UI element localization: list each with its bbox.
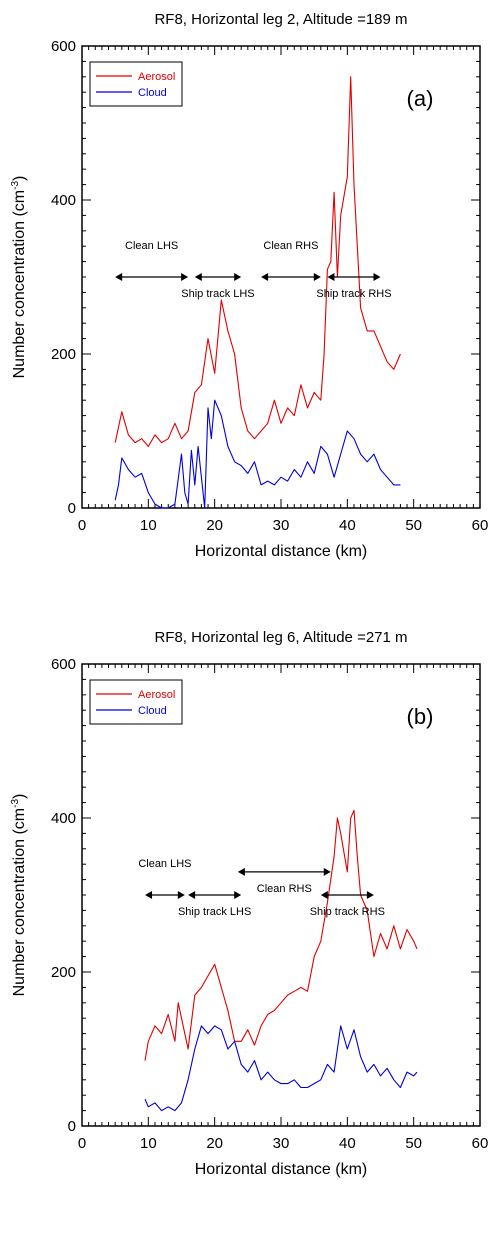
arrowhead-right-icon (323, 867, 331, 876)
series-line-cloud (144, 1025, 418, 1112)
x-axis-label: Horizontal distance (km) (195, 1161, 368, 1178)
arrowhead-right-icon (177, 891, 185, 899)
annotation-label: Ship track RHS (316, 288, 391, 300)
y-axis-label-close: ) (11, 176, 28, 181)
y-axis-label: Number concentration (cm-3) (10, 794, 28, 997)
y-axis-label-main: Number concentration (cm (11, 190, 28, 379)
chart-title: RF8, Horizontal leg 2, Altitude =189 m (154, 11, 407, 28)
annotation-arrow: Ship track RHS (310, 891, 385, 918)
annotation-label: Ship track LHS (178, 906, 251, 918)
arrowhead-left-icon (115, 273, 123, 281)
annotation-label: Ship track RHS (310, 906, 385, 918)
arrowhead-right-icon (234, 273, 242, 281)
plot-frame (81, 663, 481, 1127)
arrowhead-right-icon (366, 891, 374, 899)
x-tick-label: 30 (273, 1135, 290, 1152)
x-tick-label: 10 (140, 1135, 157, 1152)
annotation-label: Clean LHS (125, 240, 178, 252)
panel-label: (b) (407, 704, 434, 729)
arrowhead-left-icon (194, 273, 202, 281)
annotation-arrow: Ship track RHS (316, 273, 392, 300)
series-line-aerosol (114, 76, 401, 447)
arrowhead-left-icon (237, 867, 245, 876)
annotation-arrow: Clean RHS (237, 867, 331, 895)
arrowhead-left-icon (188, 891, 196, 899)
annotation-arrow: Clean LHS (115, 240, 189, 281)
chart-b: RF8, Horizontal leg 6, Altitude =271 m 0 1… (10, 629, 489, 1178)
chart-title: RF8, Horizontal leg 6, Altitude =271 m (154, 629, 407, 646)
x-tick-label: 40 (339, 1135, 356, 1152)
x-axis-label: Horizontal distance (km) (195, 543, 368, 560)
y-tick-label: 400 (51, 810, 76, 827)
x-tick-label: 0 (78, 517, 86, 534)
annotation-label: Clean RHS (257, 883, 312, 895)
x-tick-label: 10 (140, 517, 157, 534)
legend-entry: Aerosol (138, 689, 175, 701)
x-tick-label: 20 (206, 517, 223, 534)
arrowhead-right-icon (313, 273, 321, 281)
x-tick-label: 0 (78, 1135, 86, 1152)
y-axis-label-sup: -3 (10, 799, 21, 808)
legend: Aerosol Cloud (89, 679, 183, 725)
y-axis-label-close: ) (11, 794, 28, 799)
annotation-label: Clean RHS (263, 240, 318, 252)
panel-b: RF8, Horizontal leg 6, Altitude =271 m 0 1… (0, 618, 489, 1236)
y-tick-label: 200 (51, 964, 76, 981)
arrowhead-left-icon (145, 891, 153, 899)
arrowhead-right-icon (234, 891, 242, 899)
x-tick-label: 20 (206, 1135, 223, 1152)
x-tick-label: 60 (472, 517, 489, 534)
annotation-arrow: Clean LHS (138, 858, 192, 899)
panel-label: (a) (407, 86, 434, 111)
arrowhead-left-icon (327, 273, 335, 281)
y-axis-label-main: Number concentration (cm (11, 808, 28, 997)
legend-entry: Cloud (138, 705, 167, 717)
arrowhead-left-icon (320, 891, 328, 899)
y-tick-label: 600 (51, 38, 76, 55)
chart-a: RF8, Horizontal leg 2, Altitude =189 m 0 1… (10, 11, 489, 560)
legend-entry: Aerosol (138, 71, 175, 83)
arrowhead-right-icon (181, 273, 189, 281)
x-tick-label: 40 (339, 517, 356, 534)
annotation-arrow: Clean RHS (261, 240, 321, 281)
legend-entry: Cloud (138, 87, 167, 99)
annotation-arrow: Ship track LHS (178, 891, 251, 918)
y-tick-label: 0 (68, 1118, 76, 1135)
legend: Aerosol Cloud (89, 61, 183, 107)
x-tick-label: 30 (273, 517, 290, 534)
y-tick-label: 200 (51, 346, 76, 363)
x-tick-label: 50 (405, 1135, 422, 1152)
annotation-label: Clean LHS (138, 858, 191, 870)
series-line-aerosol (144, 809, 418, 1061)
y-tick-label: 600 (51, 656, 76, 673)
annotation-arrow: Ship track LHS (181, 273, 255, 300)
x-tick-label: 60 (472, 1135, 489, 1152)
annotation-label: Ship track LHS (181, 288, 254, 300)
arrowhead-left-icon (261, 273, 269, 281)
series-line-cloud (114, 399, 401, 509)
x-tick-label: 50 (405, 517, 422, 534)
y-tick-label: 400 (51, 192, 76, 209)
arrowhead-right-icon (373, 273, 381, 281)
y-axis-label-sup: -3 (10, 181, 21, 190)
legend-box (89, 61, 183, 107)
legend-box (89, 679, 183, 725)
y-axis-label: Number concentration (cm-3) (10, 176, 28, 379)
panel-a: RF8, Horizontal leg 2, Altitude =189 m 0 1… (10, 11, 489, 560)
y-tick-label: 0 (68, 500, 76, 517)
